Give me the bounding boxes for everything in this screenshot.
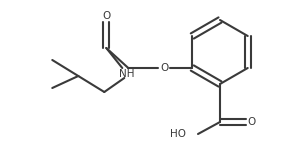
Text: NH: NH: [119, 69, 134, 79]
Text: HO: HO: [170, 129, 186, 139]
Text: O: O: [102, 11, 110, 21]
Text: O: O: [248, 117, 256, 127]
Text: O: O: [160, 63, 168, 73]
